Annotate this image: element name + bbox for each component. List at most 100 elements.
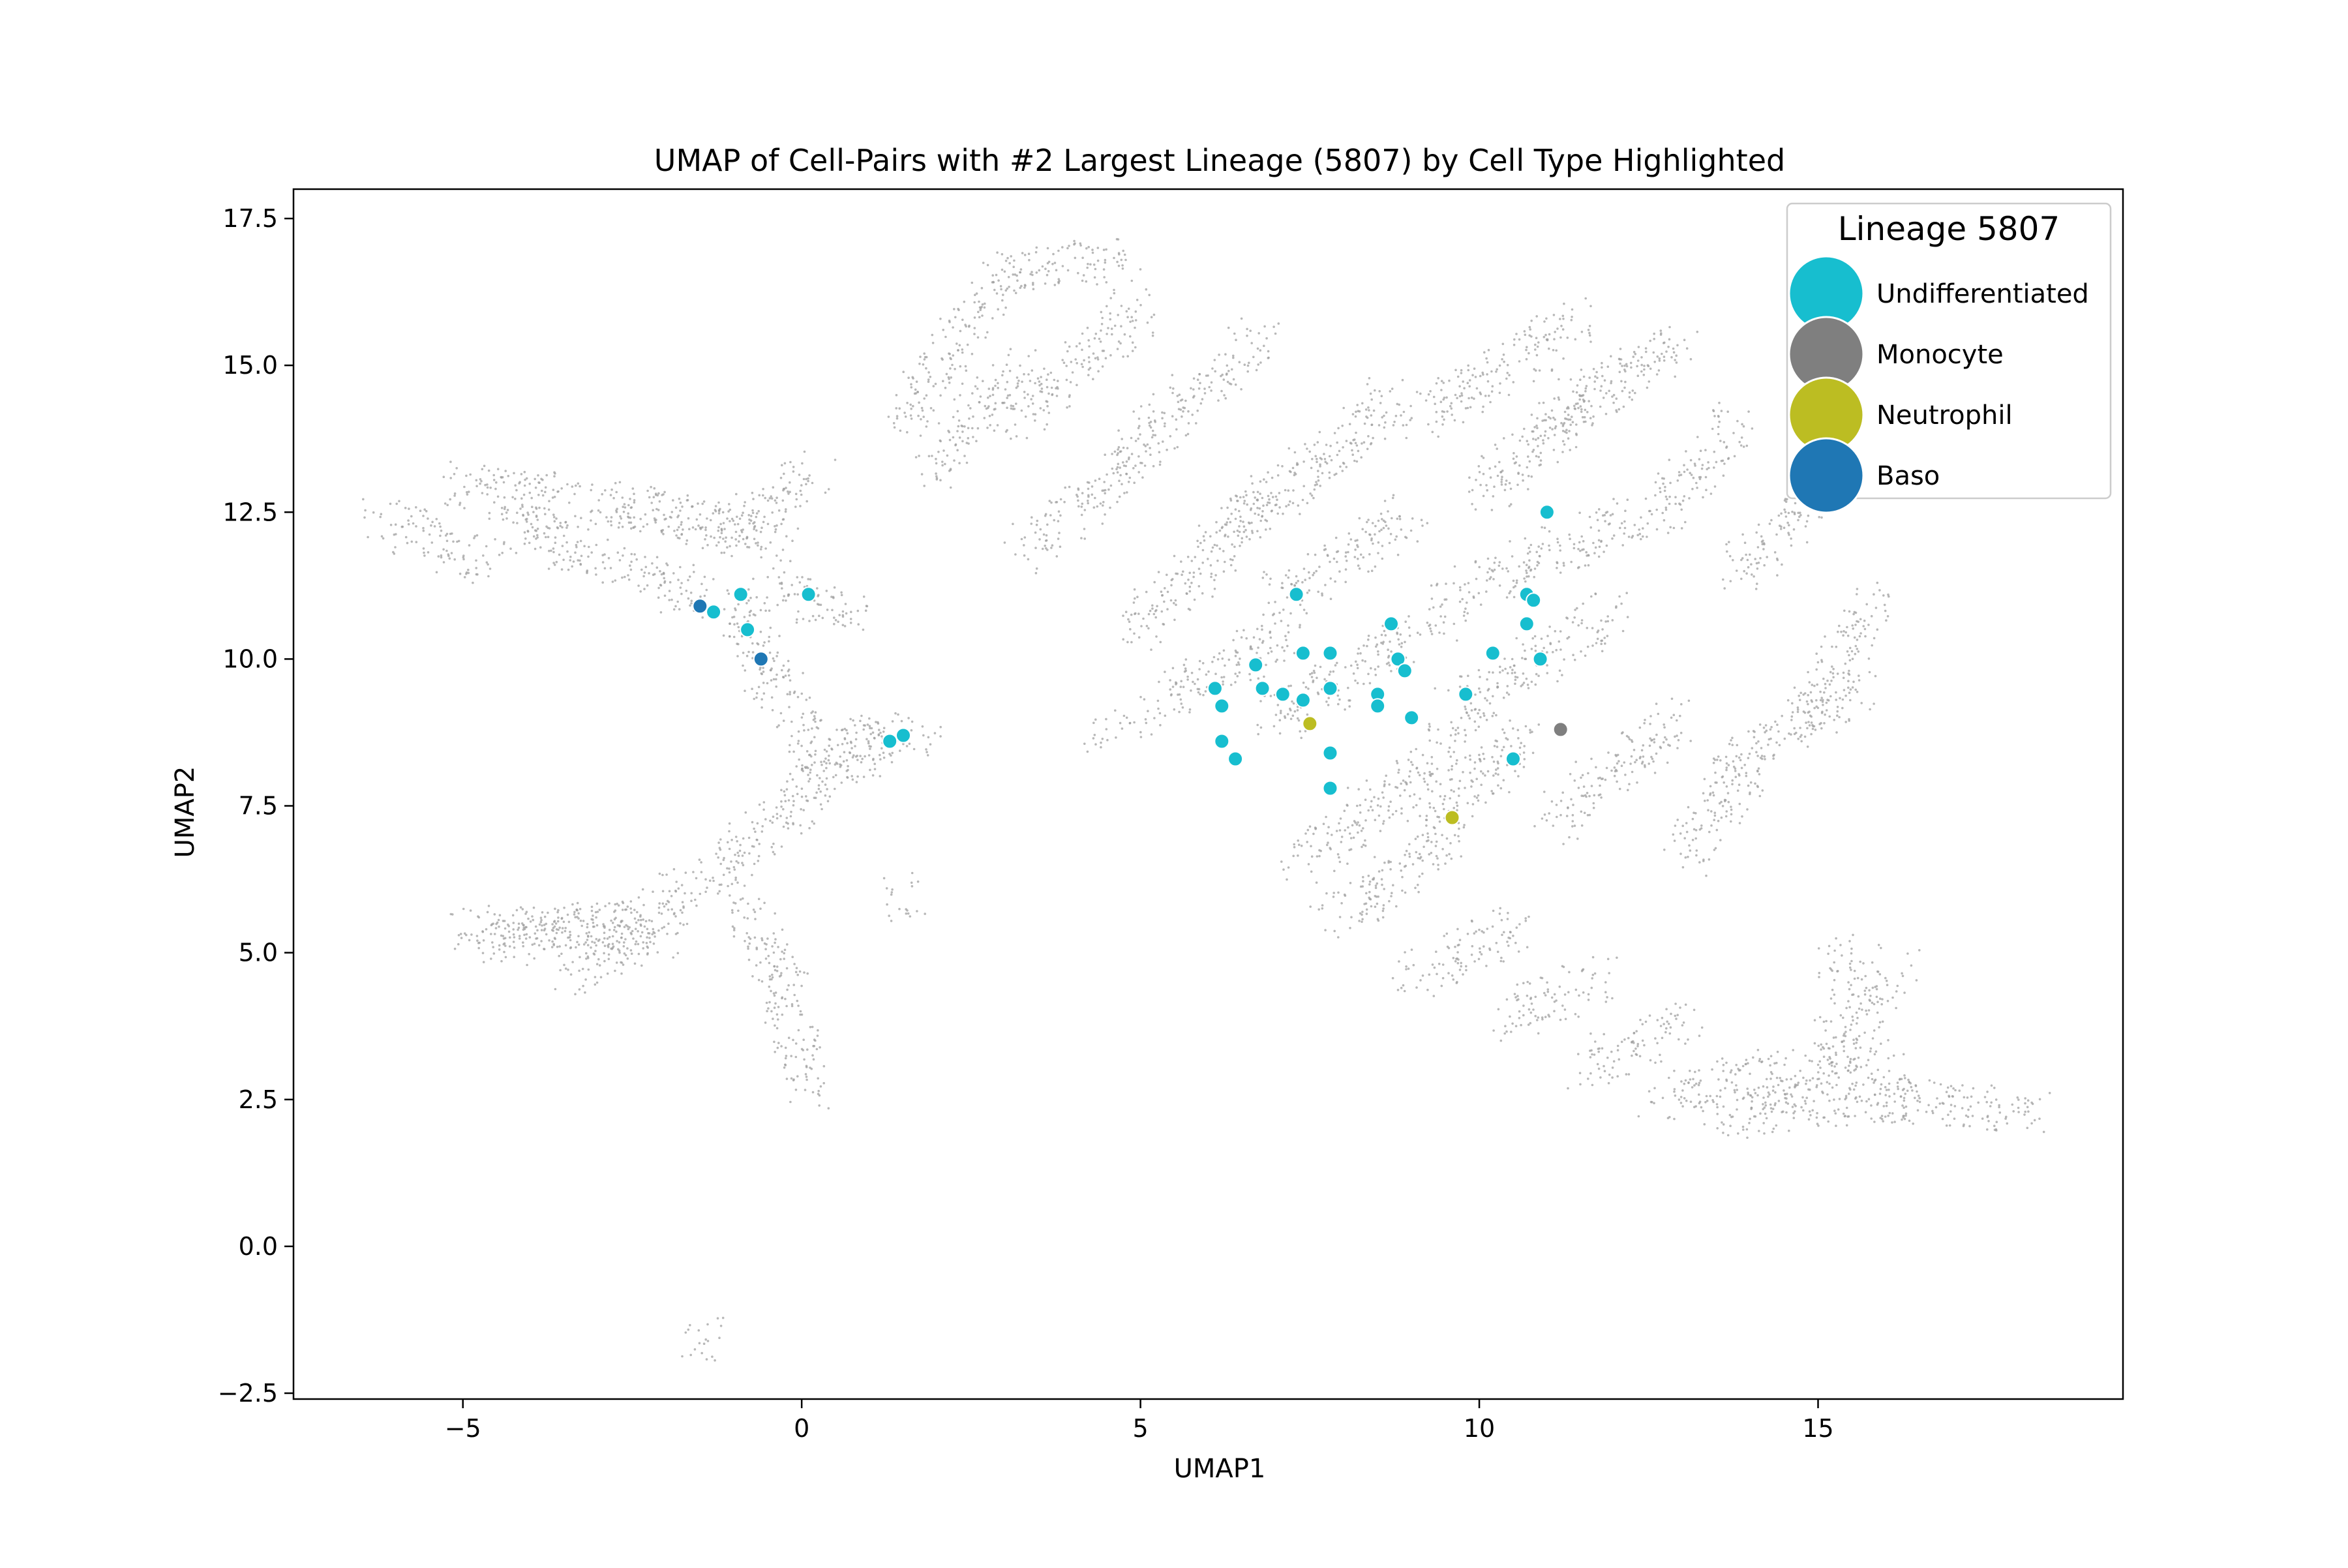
background-cell-point <box>690 892 693 895</box>
background-cell-point <box>1454 729 1457 732</box>
background-cell-point <box>1224 523 1227 526</box>
background-cell-point <box>1456 639 1458 642</box>
background-cell-point <box>1755 742 1758 745</box>
background-cell-point <box>1807 694 1809 697</box>
background-cell-point <box>1678 471 1681 474</box>
background-cell-point <box>682 528 684 531</box>
background-cell-point <box>1568 430 1571 432</box>
background-cell-point <box>1621 629 1625 633</box>
background-cell-point <box>772 951 775 954</box>
background-cell-point <box>743 916 745 919</box>
background-cell-point <box>794 505 797 508</box>
background-cell-point <box>959 394 961 397</box>
background-cell-point <box>792 984 795 986</box>
background-cell-point <box>637 918 640 922</box>
background-cell-point <box>1323 453 1325 455</box>
background-cell-point <box>1835 699 1837 701</box>
background-cell-point <box>1456 375 1460 378</box>
background-cell-point <box>1234 681 1237 684</box>
background-cell-point <box>1574 338 1577 340</box>
background-cell-point <box>1007 276 1010 279</box>
background-cell-point <box>1854 652 1857 656</box>
background-cell-point <box>1820 645 1823 648</box>
background-cell-point <box>732 635 736 639</box>
background-cell-point <box>785 788 789 791</box>
background-cell-point <box>727 884 729 888</box>
background-cell-point <box>1287 569 1291 572</box>
background-cell-point <box>1674 496 1677 498</box>
background-cell-point <box>1197 524 1201 527</box>
background-cell-point <box>701 547 704 550</box>
background-cell-point <box>1523 577 1526 580</box>
background-cell-point <box>755 515 758 519</box>
background-cell-point <box>1728 541 1730 543</box>
background-cell-point <box>775 502 778 504</box>
background-cell-point <box>1187 410 1190 413</box>
background-cell-point <box>672 867 676 871</box>
background-cell-point <box>1314 664 1317 667</box>
background-cell-point <box>1034 547 1037 549</box>
background-cell-point <box>1261 640 1265 642</box>
background-cell-point <box>1537 674 1540 677</box>
background-cell-point <box>1770 726 1773 729</box>
background-cell-point <box>754 918 757 920</box>
background-cell-point <box>1151 429 1154 432</box>
background-cell-point <box>1096 356 1099 359</box>
background-cell-point <box>717 856 719 859</box>
background-cell-point <box>1590 595 1593 598</box>
background-cell-point <box>1246 370 1249 373</box>
background-cell-point <box>449 912 453 916</box>
background-cell-point <box>522 928 525 931</box>
background-cell-point <box>556 490 559 493</box>
background-cell-point <box>1579 378 1582 381</box>
background-cell-point <box>627 512 629 515</box>
background-cell-point <box>794 1055 798 1059</box>
background-cell-point <box>1784 515 1788 518</box>
background-cell-point <box>717 892 719 895</box>
background-cell-point <box>674 915 677 918</box>
background-cell-point <box>640 964 643 967</box>
background-cell-point <box>789 1100 792 1104</box>
background-cell-point <box>1463 387 1466 389</box>
background-cell-point <box>1502 354 1505 356</box>
background-cell-point <box>1356 544 1359 547</box>
background-cell-point <box>1280 860 1283 863</box>
background-cell-point <box>934 382 937 385</box>
background-cell-point <box>1030 398 1032 400</box>
background-cell-point <box>1319 665 1322 669</box>
background-cell-point <box>513 946 516 949</box>
background-cell-point <box>453 473 456 475</box>
background-cell-point <box>1158 463 1162 466</box>
background-cell-point <box>748 852 751 855</box>
background-cell-point <box>1014 273 1017 276</box>
background-cell-point <box>822 760 826 763</box>
background-cell-point <box>805 477 807 481</box>
background-cell-point <box>1356 682 1359 685</box>
background-cell-point <box>1155 609 1158 612</box>
background-cell-point <box>997 382 999 385</box>
background-cell-point <box>394 546 397 549</box>
background-cell-point <box>1434 402 1436 405</box>
background-cell-point <box>1571 308 1574 311</box>
background-cell-point <box>1233 530 1235 534</box>
background-cell-point <box>1655 373 1659 376</box>
background-cell-point <box>573 913 576 916</box>
background-cell-point <box>1468 476 1471 479</box>
background-cell-point <box>1278 719 1282 721</box>
background-cell-point <box>1544 419 1547 422</box>
background-cell-point <box>1155 635 1158 638</box>
background-cell-point <box>890 754 892 757</box>
background-cell-point <box>958 436 961 439</box>
background-cell-point <box>567 936 569 939</box>
background-cell-point <box>686 494 689 497</box>
background-cell-point <box>500 513 504 515</box>
background-cell-point <box>1105 281 1108 284</box>
background-cell-point <box>539 921 543 924</box>
background-cell-point <box>795 498 798 501</box>
background-cell-point <box>1659 487 1661 490</box>
background-cell-point <box>1578 398 1581 401</box>
background-cell-point <box>782 664 785 667</box>
background-cell-point <box>701 616 704 619</box>
background-cell-point <box>1757 767 1760 770</box>
background-cell-point <box>1082 274 1085 277</box>
